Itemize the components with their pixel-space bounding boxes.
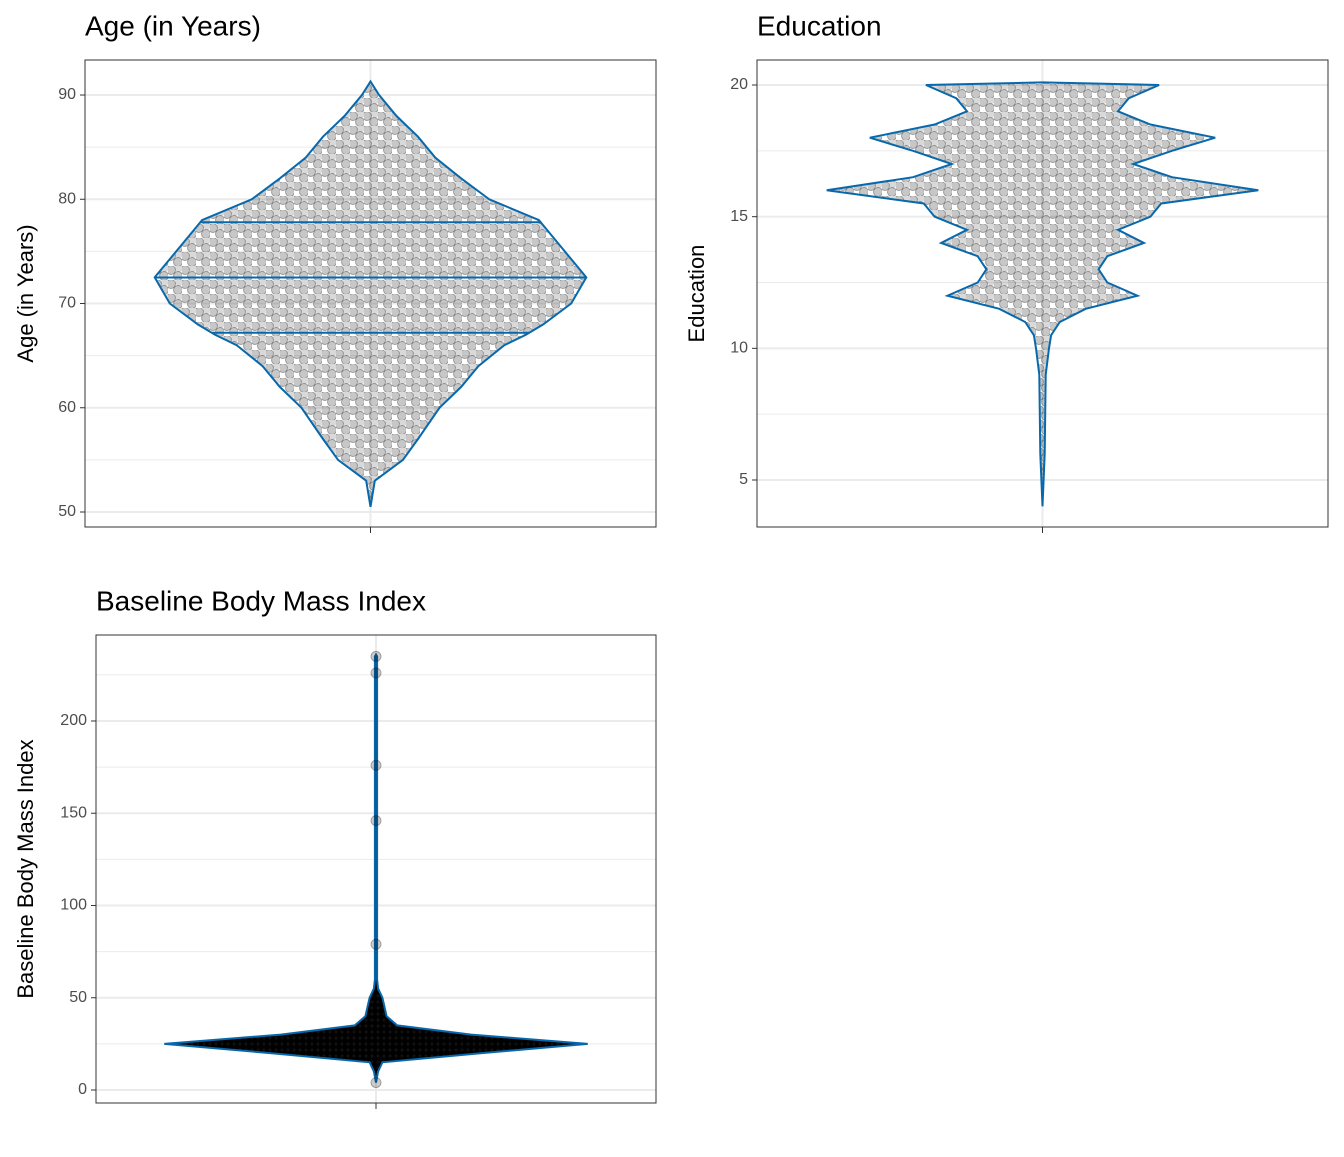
y-tick-label: 150 (60, 804, 87, 821)
chart-title: Age (in Years) (85, 10, 261, 41)
y-axis-label: Age (in Years) (13, 224, 38, 362)
chart-title: Education (757, 10, 882, 41)
outlier-point (370, 667, 382, 679)
y-tick-label: 50 (58, 503, 76, 520)
plot-border (84, 59, 657, 528)
y-tick-label: 80 (58, 190, 76, 207)
y-tick-label: 90 (58, 86, 76, 103)
violin (164, 652, 588, 1083)
y-axis-label: Baseline Body Mass Index (13, 739, 38, 998)
plot-border (756, 59, 1329, 528)
y-tick-label: 5 (739, 471, 748, 488)
y-tick-label: 20 (730, 76, 748, 93)
violin (153, 79, 588, 507)
y-tick-label: 100 (60, 897, 87, 914)
outlier-point (370, 759, 382, 771)
y-tick-label: 10 (730, 340, 748, 357)
chart-title: Baseline Body Mass Index (96, 585, 426, 616)
outlier-point (370, 815, 382, 827)
violin-dots (164, 654, 588, 1083)
outlier-point (370, 938, 382, 950)
plot-border (95, 634, 657, 1104)
y-axis-label: Education (684, 245, 709, 343)
outlier-point (370, 650, 382, 662)
violin-dots (826, 82, 1259, 507)
y-tick-label: 50 (69, 989, 87, 1006)
y-tick-label: 15 (730, 208, 748, 225)
y-tick-label: 0 (78, 1081, 87, 1098)
y-tick-label: 70 (58, 295, 76, 312)
y-tick-label: 60 (58, 399, 76, 416)
violin (826, 81, 1259, 507)
y-tick-label: 200 (60, 712, 87, 729)
violin-dots (154, 81, 587, 507)
outlier-point (370, 1077, 382, 1089)
